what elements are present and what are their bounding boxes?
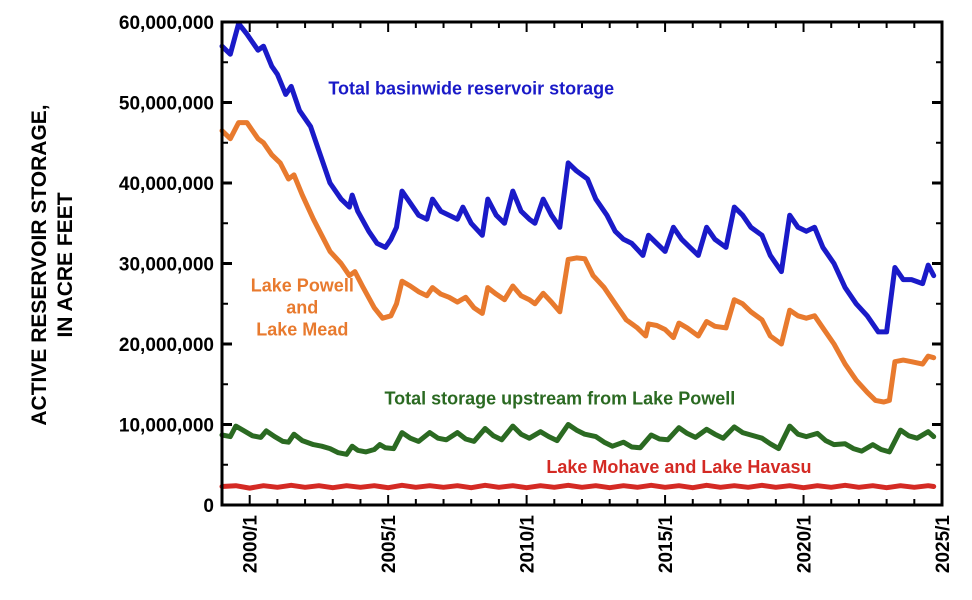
y-tick-label: 0 (203, 496, 214, 517)
y-axis-title: ACTIVE RESERVOIR STORAGE, IN ACRE FEET (28, 104, 77, 425)
y-tick-label: 40,000,000 (119, 174, 214, 195)
x-tick-label: 2010/1 (518, 515, 539, 574)
x-tick-label: 2020/1 (795, 515, 816, 574)
series-label-lake-powell-and-lake-mead: Lake Mead (256, 320, 348, 340)
y-axis-title-line-2: IN ACRE FEET (54, 192, 77, 337)
series-label-total-basinwide-reservoir-storage: Total basinwide reservoir storage (328, 78, 614, 98)
series-label-lake-powell-and-lake-mead: Lake Powell (251, 276, 354, 296)
y-tick-label: 60,000,000 (119, 13, 214, 34)
y-axis: 0 10,000,000 20,000,000 30,000,000 40,000,00… (119, 13, 942, 517)
x-axis: 2000/1 2005/1 2010/1 2015/1 2020/1 2025/1 (221, 22, 954, 574)
series-line-lake-mohave-and-lake-havasu (219, 482, 937, 491)
series-line-lake-powell-and-lake-mead (219, 120, 937, 405)
series-label-total-storage-upstream-from-lake-powell: Total storage upstream from Lake Powell (384, 388, 735, 408)
series-line-total-basinwide-reservoir-storage (219, 21, 937, 335)
series-label-lake-powell-and-lake-mead: and (286, 298, 318, 318)
series-label-lake-mohave-and-lake-havasu: Lake Mohave and Lake Havasu (546, 457, 811, 477)
series-line-total-storage-upstream-from-lake-powell (219, 422, 937, 457)
series-lines (219, 21, 937, 491)
y-tick-label: 30,000,000 (119, 255, 214, 276)
series-labels: Total basinwide reservoir storage Lake Po… (251, 78, 812, 476)
y-tick-label: 50,000,000 (119, 94, 214, 115)
x-tick-label: 2000/1 (241, 515, 262, 574)
x-tick-label: 2025/1 (933, 515, 954, 574)
x-tick-label: 2005/1 (379, 515, 400, 574)
y-tick-label: 20,000,000 (119, 335, 214, 356)
y-tick-label: 10,000,000 (119, 416, 214, 437)
x-tick-label: 2015/1 (656, 515, 677, 574)
plot-frame (220, 20, 944, 507)
y-axis-title-line-1: ACTIVE RESERVOIR STORAGE, (28, 104, 51, 425)
